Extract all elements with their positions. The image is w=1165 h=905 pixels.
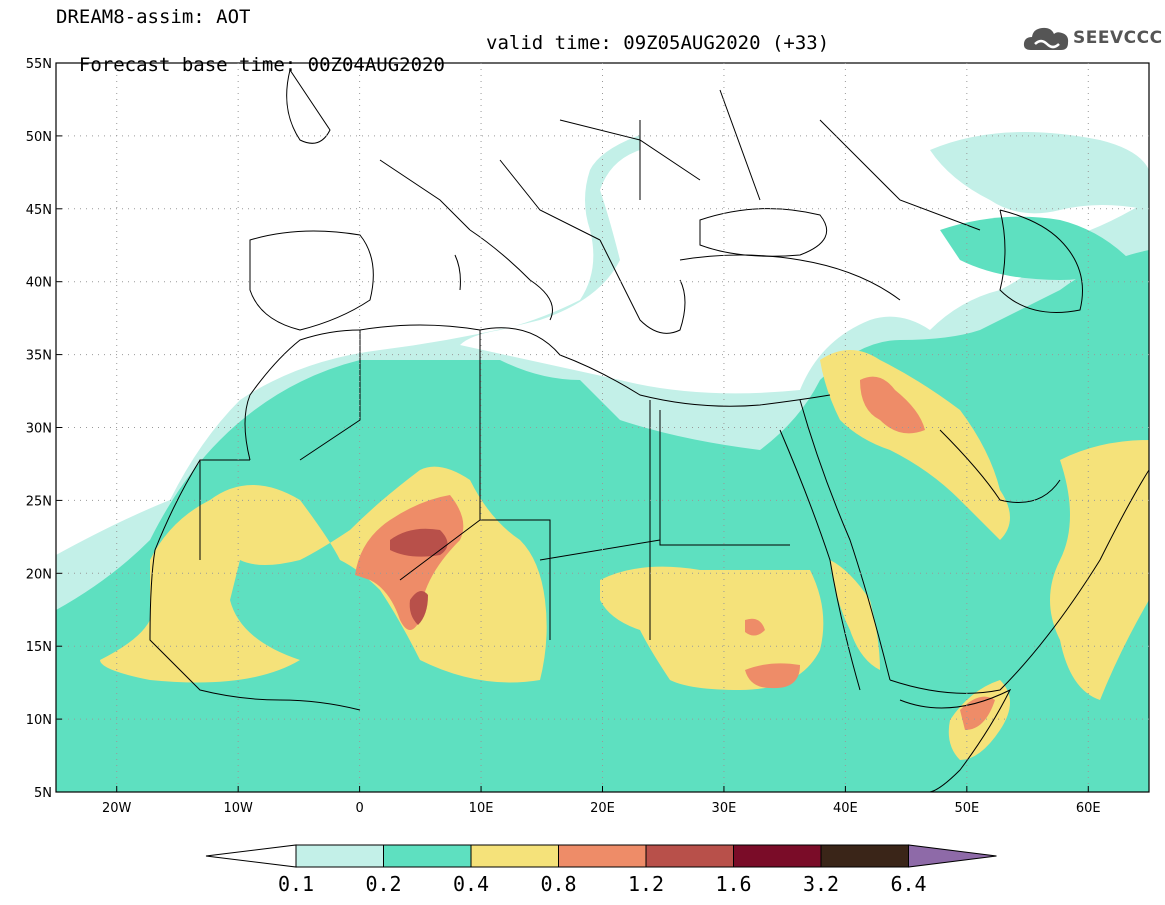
seevccc-logo: SEEVCCC xyxy=(1021,22,1162,56)
lon-label: 20W xyxy=(102,801,132,816)
aot-level-0.8-sudan xyxy=(745,663,800,689)
lat-label: 25N xyxy=(26,494,52,509)
lon-label: 50E xyxy=(954,801,979,816)
coastline-italy xyxy=(454,229,553,321)
aot-field xyxy=(56,132,1149,792)
aot-level-1.2-mali xyxy=(409,591,428,625)
border-lines xyxy=(199,330,790,640)
lat-label: 10N xyxy=(26,713,52,728)
coastline-horn xyxy=(899,688,1012,792)
graticule xyxy=(56,62,1149,793)
valid-time-text: valid time: 09Z05AUG2020 (+33) xyxy=(486,32,830,54)
aot-level-1.2-niger xyxy=(390,528,448,557)
lon-label: 30E xyxy=(712,801,737,816)
colorbar-label: 0.1 xyxy=(277,872,315,896)
colorbar-label: 0.4 xyxy=(452,872,490,896)
colorbar-label: 1.6 xyxy=(715,872,752,896)
colorbar-segment xyxy=(383,844,472,868)
lon-label: 0 xyxy=(355,801,363,816)
coastline-arabia xyxy=(889,429,1149,694)
colorbar-segment xyxy=(820,844,909,868)
aot-level-0.4-sahel xyxy=(600,566,824,690)
logo-text: SEEVCCC xyxy=(1073,28,1163,48)
aot-level-0.8-chad xyxy=(745,618,765,636)
colorbar-segment xyxy=(733,844,822,868)
colorbar xyxy=(205,844,997,868)
colorbar-over-triangle xyxy=(908,844,997,868)
aot-level-0.4-redsea xyxy=(830,560,880,670)
colorbar-label: 3.2 xyxy=(802,872,840,896)
lon-label: 60E xyxy=(1076,801,1101,816)
lat-label: 40N xyxy=(26,276,52,291)
colorbar-segment xyxy=(558,844,647,868)
colorbar-under-triangle xyxy=(205,844,297,868)
lat-label: 55N xyxy=(26,57,52,72)
colorbar-segment xyxy=(295,844,384,868)
cloud-icon xyxy=(1023,27,1069,50)
coastline-west-africa xyxy=(149,329,361,711)
aot-level-0.4-oman xyxy=(1050,440,1149,700)
coastline-black-sea xyxy=(699,208,828,257)
lon-label: 10E xyxy=(469,801,494,816)
lat-label: 45N xyxy=(26,203,52,218)
lat-label: 35N xyxy=(26,349,52,364)
lon-label: 20E xyxy=(590,801,615,816)
coastline-med xyxy=(359,324,831,407)
lat-label: 50N xyxy=(26,130,52,145)
aot-level-0.2-gap xyxy=(620,395,794,434)
longitude-labels: 20W 10W 0 10E 20E 30E 40E 50E 60E xyxy=(102,801,1101,816)
coastline-caspian xyxy=(999,209,1083,313)
forecast-base-time: Forecast base time: 00Z04AUG2020 valid t… xyxy=(56,32,829,98)
coastline-iberia xyxy=(249,230,374,331)
colorbar-label: 0.8 xyxy=(540,872,577,896)
map-title: DREAM8-assim: AOT xyxy=(56,6,251,28)
lon-label: 40E xyxy=(833,801,858,816)
coastlines xyxy=(149,69,1149,792)
colorbar-label: 6.4 xyxy=(890,872,927,896)
base-time-text: Forecast base time: 00Z04AUG2020 xyxy=(78,54,445,76)
colorbar-segment xyxy=(645,844,734,868)
lon-label: 10W xyxy=(223,801,253,816)
lat-label: 30N xyxy=(26,422,52,437)
colorbar-label: 1.2 xyxy=(627,872,665,896)
latitude-labels: 55N 50N 45N 40N 35N 30N 25N 20N 15N 10N 5N xyxy=(26,57,52,801)
coastline-greece xyxy=(599,239,686,334)
lat-label: 5N xyxy=(34,786,52,801)
coastline-redsea xyxy=(779,399,891,691)
colorbar-segment xyxy=(470,844,559,868)
aot-level-0.8-iraq xyxy=(860,376,925,434)
colorbar-label: 0.2 xyxy=(365,872,402,896)
coastline-britain xyxy=(286,69,331,144)
aot-level-0.1-north xyxy=(930,132,1149,214)
coastline-turkey xyxy=(679,254,901,301)
border-europe xyxy=(379,89,981,241)
aot-level-0.2-caspian xyxy=(940,216,1130,280)
lat-label: 20N xyxy=(26,567,52,582)
aot-level-0.8-niger xyxy=(355,495,464,630)
lat-label: 15N xyxy=(26,640,52,655)
